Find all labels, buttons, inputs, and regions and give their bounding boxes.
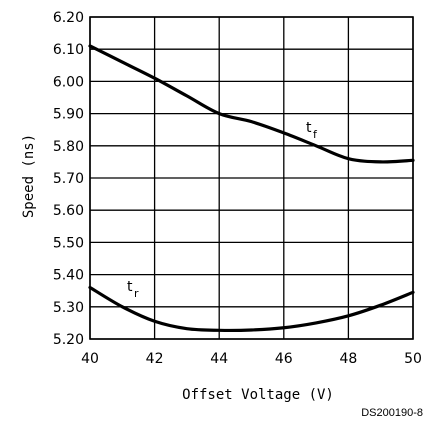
tf-label-main: t xyxy=(306,120,312,136)
x-tick-label: 50 xyxy=(404,351,422,367)
tf-label-subscript: f xyxy=(313,128,318,141)
y-tick-label: 5.70 xyxy=(53,171,84,187)
tr-label-main: t xyxy=(127,279,133,295)
y-tick-label: 6.10 xyxy=(53,42,84,58)
grid xyxy=(89,16,414,340)
y-tick-label: 6.00 xyxy=(53,74,84,90)
x-tick-label: 46 xyxy=(275,351,293,367)
x-tick-labels: 40 42 44 46 48 50 xyxy=(81,351,422,367)
x-tick-label: 42 xyxy=(146,351,164,367)
tr-label: t xyxy=(127,279,133,295)
y-tick-label: 5.20 xyxy=(53,332,84,348)
curves xyxy=(88,44,415,333)
y-tick-label: 5.60 xyxy=(53,203,84,219)
series-line-tf xyxy=(88,44,415,164)
y-tick-labels: 5.20 5.30 5.40 5.50 5.60 5.70 5.80 5.90 6.00 6.10… xyxy=(53,10,84,348)
y-tick-label: 5.80 xyxy=(53,139,84,155)
y-tick-label: 5.40 xyxy=(53,268,84,284)
x-tick-label: 44 xyxy=(210,351,228,367)
y-tick-label: 5.90 xyxy=(53,107,84,123)
tf-label: t xyxy=(306,120,312,136)
y-tick-label: 5.30 xyxy=(53,300,84,316)
tr-label-subscript: r xyxy=(134,287,139,300)
x-tick-label: 48 xyxy=(339,351,357,367)
plot-frame xyxy=(89,16,414,340)
x-axis-title: Offset Voltage (V) xyxy=(182,387,334,403)
y-tick-label: 5.50 xyxy=(53,235,84,251)
x-tick-label: 40 xyxy=(81,351,99,367)
document-id: DS200190-8 xyxy=(361,407,423,419)
y-tick-label: 6.20 xyxy=(53,10,84,26)
series-line-tr xyxy=(88,285,415,333)
y-axis-title: Speed (ns) xyxy=(21,134,37,218)
